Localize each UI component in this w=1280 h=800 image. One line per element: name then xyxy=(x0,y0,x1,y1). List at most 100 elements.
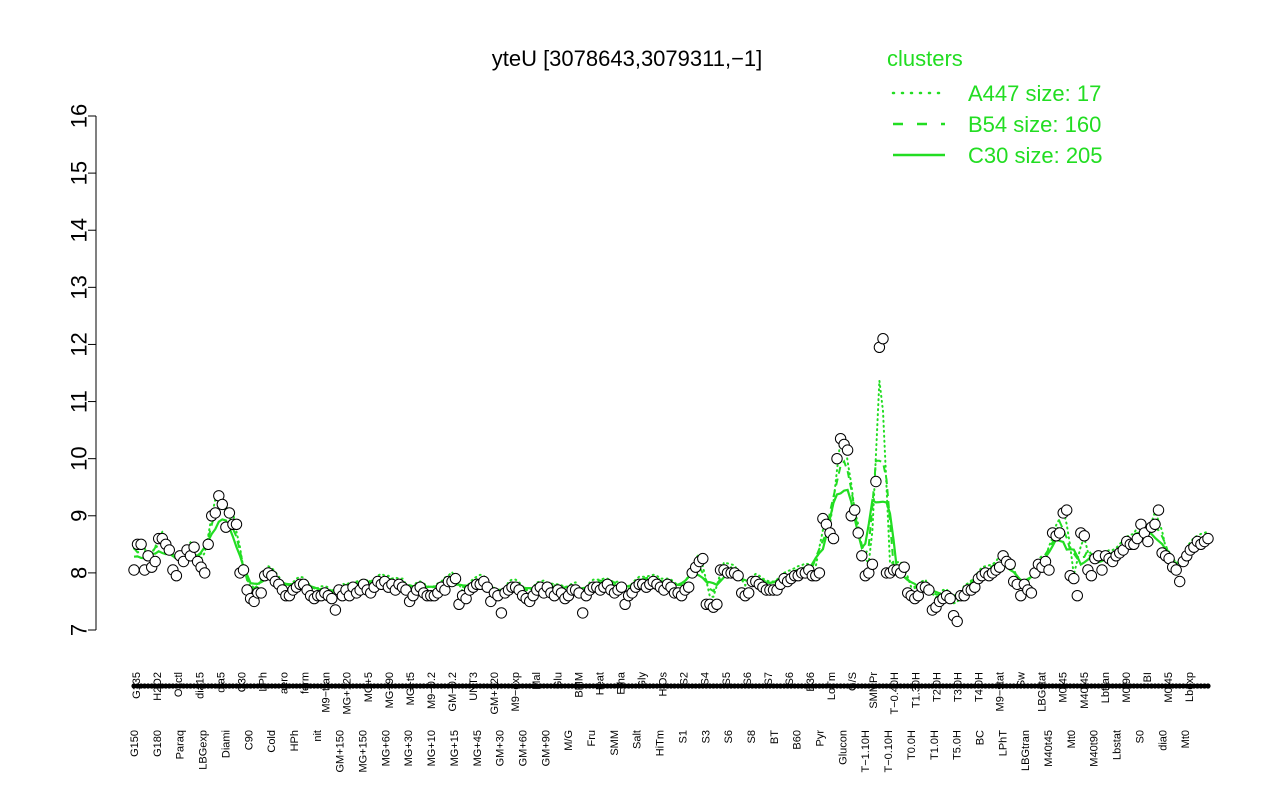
x-rug-mark xyxy=(940,683,946,689)
x-rug-mark xyxy=(477,683,483,689)
data-point xyxy=(449,572,462,585)
x-tick-label: Heat xyxy=(594,672,606,695)
x-rug-mark xyxy=(682,683,688,689)
x-rug-mark xyxy=(1057,683,1063,689)
x-tick-label: M9−0.2 xyxy=(426,672,438,709)
x-rug-mark xyxy=(445,683,451,689)
x-tick-label: T1.30H xyxy=(910,672,922,708)
x-rug-mark xyxy=(177,683,183,689)
data-point xyxy=(1004,558,1016,570)
data-point xyxy=(255,587,267,599)
x-tick-label: LBGtran xyxy=(1020,730,1032,771)
x-rug-mark xyxy=(371,683,377,689)
x-tick-label: Diami xyxy=(220,730,232,758)
x-tick-label: S7 xyxy=(763,672,775,685)
x-rug-mark xyxy=(134,683,141,689)
x-tick-label: T−0.40H xyxy=(889,672,901,715)
data-point xyxy=(237,564,250,576)
x-rug-mark xyxy=(671,683,678,689)
x-tick-label: Gly xyxy=(637,672,649,689)
x-tick-label: HiTm xyxy=(655,730,667,756)
data-point xyxy=(577,607,589,619)
x-tick-label: Glu xyxy=(552,672,564,689)
x-tick-label: aero xyxy=(279,672,291,694)
data-point xyxy=(831,453,843,465)
x-tick-label: Fru xyxy=(586,730,598,747)
x-rug-mark xyxy=(1014,683,1020,689)
x-rug-mark xyxy=(608,683,614,689)
data-point xyxy=(135,538,147,550)
x-rug-mark xyxy=(640,683,646,689)
x-tick-label: Paraq xyxy=(175,730,187,759)
x-tick-label: T2.0H xyxy=(931,672,943,702)
x-rug-mark xyxy=(823,683,830,689)
x-tick-label: Lbexp xyxy=(1184,672,1196,702)
x-rug-mark xyxy=(1067,683,1073,689)
x-rug-mark xyxy=(693,683,699,689)
x-rug-mark xyxy=(544,683,550,689)
x-rug-mark xyxy=(530,683,536,689)
data-point xyxy=(326,592,338,605)
x-tick-label: S1 xyxy=(677,730,689,743)
data-point xyxy=(199,567,211,579)
x-rug-mark xyxy=(714,683,720,689)
x-rug-mark xyxy=(1205,683,1211,689)
data-point xyxy=(951,615,963,628)
x-rug-mark xyxy=(297,683,303,689)
x-tick-label: nit xyxy=(312,730,324,742)
x-tick-label: S6 xyxy=(723,730,735,743)
x-rug-mark xyxy=(799,683,805,689)
x-rug-mark xyxy=(251,683,257,689)
data-point xyxy=(1078,530,1091,542)
chart-title: yteU [3078643,3079311,−1] xyxy=(492,46,763,71)
x-tick-label: dia15 xyxy=(194,672,206,699)
x-tick-label: H2O2 xyxy=(152,672,164,701)
x-rug-mark xyxy=(576,683,582,689)
x-tick-label: BI xyxy=(1142,672,1154,682)
x-tick-label: GM+90 xyxy=(540,730,552,766)
x-rug-mark xyxy=(777,683,784,689)
data-point xyxy=(1085,570,1098,582)
x-rug-mark xyxy=(424,683,430,689)
x-rug-mark xyxy=(898,683,904,689)
y-tick-label: 15 xyxy=(67,161,92,185)
x-rug-mark xyxy=(908,683,914,689)
x-tick-label: Pyr xyxy=(815,730,827,747)
x-tick-label: B36 xyxy=(805,672,817,692)
x-tick-label: GM+120 xyxy=(489,672,501,715)
x-rug-mark xyxy=(855,683,861,689)
y-tick-label: 14 xyxy=(67,218,92,242)
x-tick-label: GM−0.2 xyxy=(447,672,459,711)
x-tick-label: M40t45 xyxy=(1043,730,1055,767)
x-rug-mark xyxy=(735,683,741,689)
x-rug-mark xyxy=(756,683,762,689)
data-point xyxy=(856,550,868,562)
data-point xyxy=(697,552,709,565)
data-point xyxy=(202,538,214,550)
x-rug-mark xyxy=(972,683,978,689)
x-tick-label: MG+120 xyxy=(342,672,354,715)
x-tick-label: S0 xyxy=(1134,730,1146,743)
x-tick-label: T−1.10H xyxy=(860,730,872,773)
x-tick-label: M9−exp xyxy=(510,672,522,711)
y-tick-label: 11 xyxy=(67,390,92,413)
x-tick-label: T4.0H xyxy=(974,672,986,702)
x-tick-label: T1.0H xyxy=(929,730,941,760)
data-point xyxy=(866,558,879,570)
x-rug-mark xyxy=(361,683,367,689)
x-rug-mark xyxy=(509,683,515,689)
x-rug-mark xyxy=(329,683,335,689)
x-tick-label: B60 xyxy=(792,730,804,750)
x-tick-label: MG+90 xyxy=(384,672,396,708)
x-rug-mark xyxy=(661,683,667,689)
data-point xyxy=(841,444,854,456)
x-tick-label: MG+5 xyxy=(363,672,375,702)
x-rug-mark xyxy=(982,683,989,689)
x-rug-mark xyxy=(1035,683,1041,689)
x-rug-mark xyxy=(209,683,215,689)
x-rug-mark xyxy=(703,683,709,689)
x-tick-label: LPhT xyxy=(997,730,1009,757)
x-rug-mark xyxy=(382,683,388,689)
x-rug-mark xyxy=(286,683,292,689)
